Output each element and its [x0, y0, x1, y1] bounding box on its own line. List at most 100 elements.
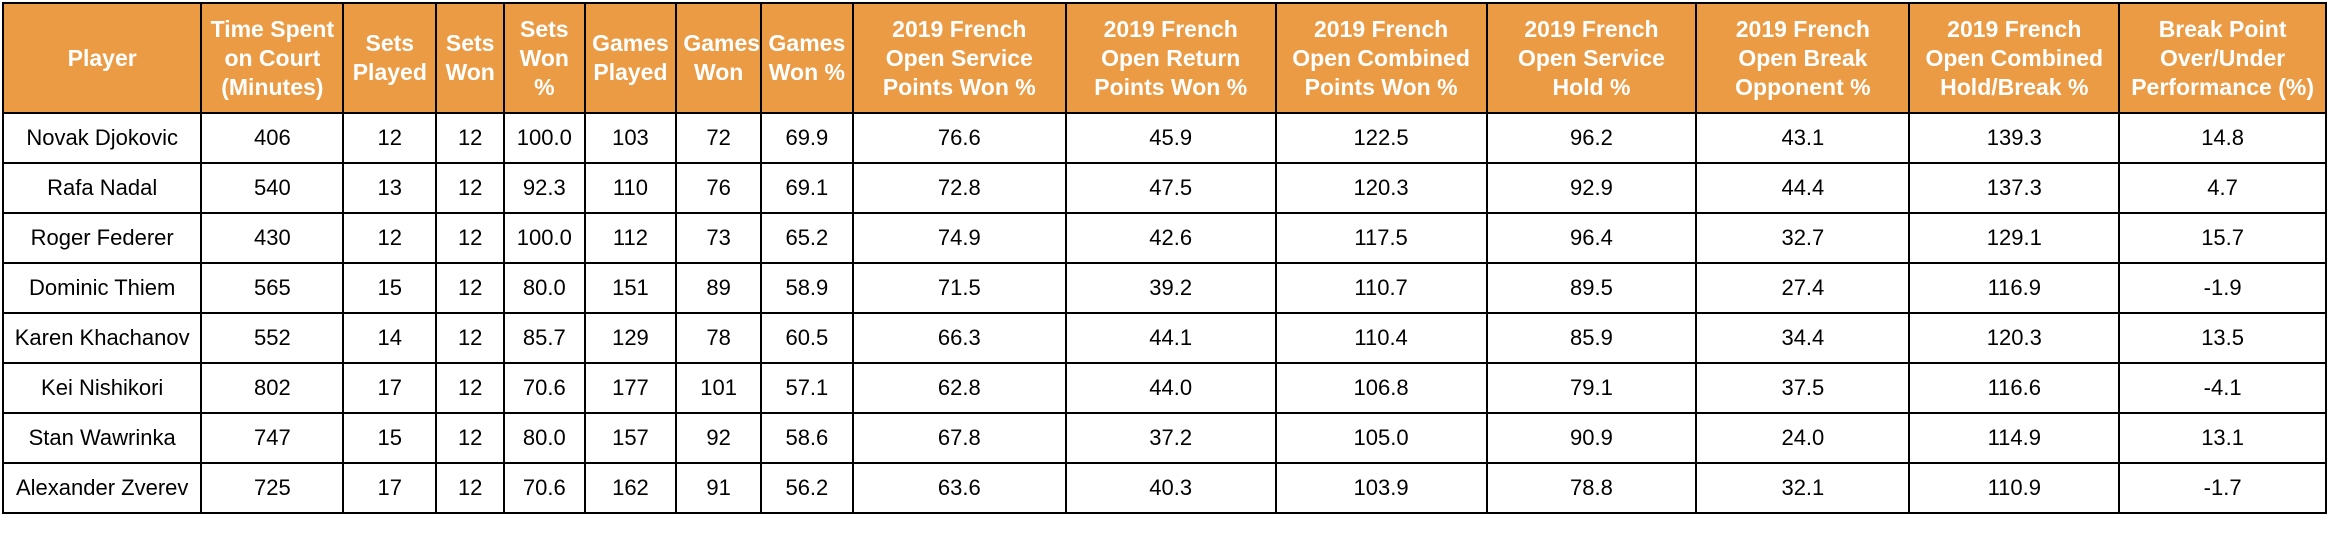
column-header: Break Point Over/Under Performance (%) — [2118, 2, 2327, 114]
stat-cell: 39.2 — [1064, 262, 1277, 314]
stat-cell: 177 — [583, 362, 678, 414]
stat-cell: 12 — [342, 112, 438, 164]
stat-cell: 120.3 — [1274, 162, 1488, 214]
stat-cell: 12 — [435, 312, 506, 364]
stat-cell: 100.0 — [503, 112, 586, 164]
stat-cell: 12 — [435, 112, 506, 164]
table-row: Dominic Thiem 565 15 12 80.0 151 89 58.9 71.5 39.… — [1, 262, 2327, 314]
stat-cell: 120.3 — [1908, 312, 2121, 364]
table-row: Stan Wawrinka 747 15 12 80.0 157 92 58.6 67.8 37.… — [1, 412, 2327, 464]
column-header: Sets Played — [342, 2, 438, 114]
stat-cell: 430 — [200, 212, 345, 264]
stat-cell: 69.9 — [759, 112, 854, 164]
stat-cell: 110.4 — [1274, 312, 1488, 364]
table-row: Novak Djokovic 406 12 12 100.0 103 72 69.9 76.6 4… — [1, 112, 2327, 164]
stat-cell: 114.9 — [1908, 412, 2121, 464]
column-header: Sets Won % — [503, 2, 586, 114]
stat-cell: -1.9 — [2118, 262, 2327, 314]
player-name-cell: Alexander Zverev — [1, 462, 203, 514]
stat-cell: 92.3 — [503, 162, 586, 214]
stat-cell: 60.5 — [759, 312, 854, 364]
stat-cell: 90.9 — [1485, 412, 1698, 464]
stat-cell: 70.6 — [503, 462, 586, 514]
stat-cell: 63.6 — [851, 462, 1067, 514]
stat-cell: 162 — [583, 462, 678, 514]
stat-cell: 13.5 — [2118, 312, 2327, 364]
stat-cell: 117.5 — [1274, 212, 1488, 264]
stat-cell: 65.2 — [759, 212, 854, 264]
stat-cell: 112 — [583, 212, 678, 264]
stat-cell: 89 — [675, 262, 762, 314]
stat-cell: 151 — [583, 262, 678, 314]
stat-cell: 24.0 — [1695, 412, 1911, 464]
stat-cell: 129 — [583, 312, 678, 364]
stat-cell: 89.5 — [1485, 262, 1698, 314]
stat-cell: 72 — [675, 112, 762, 164]
stat-cell: 91 — [675, 462, 762, 514]
stat-cell: 70.6 — [503, 362, 586, 414]
table-row: Karen Khachanov 552 14 12 85.7 129 78 60.5 66.3 4… — [1, 312, 2327, 364]
stat-cell: 27.4 — [1695, 262, 1911, 314]
stat-cell: 72.8 — [851, 162, 1067, 214]
stat-cell: 96.4 — [1485, 212, 1698, 264]
stat-cell: 40.3 — [1064, 462, 1277, 514]
stat-cell: 37.2 — [1064, 412, 1277, 464]
stat-cell: 44.1 — [1064, 312, 1277, 364]
column-header: 2019 French Open Break Opponent % — [1695, 2, 1911, 114]
stat-cell: 406 — [200, 112, 345, 164]
stat-cell: 103 — [583, 112, 678, 164]
stat-cell: 62.8 — [851, 362, 1067, 414]
stat-cell: 37.5 — [1695, 362, 1911, 414]
stat-cell: 802 — [200, 362, 345, 414]
stat-cell: 565 — [200, 262, 345, 314]
stat-cell: 14 — [342, 312, 438, 364]
player-name-cell: Kei Nishikori — [1, 362, 203, 414]
stat-cell: 725 — [200, 462, 345, 514]
header-row: Player Time Spent on Court (Minutes) Sets … — [1, 2, 2327, 114]
stat-cell: 96.2 — [1485, 112, 1698, 164]
stat-cell: 110.9 — [1908, 462, 2121, 514]
stat-cell: 157 — [583, 412, 678, 464]
column-header: Player — [1, 2, 203, 114]
stat-cell: 76 — [675, 162, 762, 214]
stat-cell: 129.1 — [1908, 212, 2121, 264]
stat-cell: -4.1 — [2118, 362, 2327, 414]
column-header: 2019 French Open Service Points Won % — [851, 2, 1067, 114]
stat-cell: 69.1 — [759, 162, 854, 214]
stats-table: Player Time Spent on Court (Minutes) Sets … — [1, 2, 2327, 514]
stat-cell: 92 — [675, 412, 762, 464]
stat-cell: 15 — [342, 262, 438, 314]
stat-cell: 17 — [342, 462, 438, 514]
stat-cell: 92.9 — [1485, 162, 1698, 214]
stat-cell: 103.9 — [1274, 462, 1488, 514]
stat-cell: 66.3 — [851, 312, 1067, 364]
stat-cell: 47.5 — [1064, 162, 1277, 214]
table-row: Rafa Nadal 540 13 12 92.3 110 76 69.1 72.8 47.5 12… — [1, 162, 2327, 214]
stat-cell: 15.7 — [2118, 212, 2327, 264]
stat-cell: 122.5 — [1274, 112, 1488, 164]
stat-cell: 552 — [200, 312, 345, 364]
stat-cell: 12 — [435, 212, 506, 264]
column-header: Games Played — [583, 2, 678, 114]
stat-cell: 12 — [342, 212, 438, 264]
stat-cell: 137.3 — [1908, 162, 2121, 214]
player-name-cell: Karen Khachanov — [1, 312, 203, 364]
column-header: Time Spent on Court (Minutes) — [200, 2, 345, 114]
stat-cell: 540 — [200, 162, 345, 214]
stat-cell: 67.8 — [851, 412, 1067, 464]
player-name-cell: Novak Djokovic — [1, 112, 203, 164]
stat-cell: 15 — [342, 412, 438, 464]
stat-cell: 12 — [435, 262, 506, 314]
table-row: Alexander Zverev 725 17 12 70.6 162 91 56.2 63.6… — [1, 462, 2327, 514]
stat-cell: 12 — [435, 462, 506, 514]
player-name-cell: Roger Federer — [1, 212, 203, 264]
stat-cell: 79.1 — [1485, 362, 1698, 414]
stat-cell: 106.8 — [1274, 362, 1488, 414]
player-name-cell: Dominic Thiem — [1, 262, 203, 314]
stat-cell: 12 — [435, 162, 506, 214]
stat-cell: 116.6 — [1908, 362, 2121, 414]
stat-cell: 76.6 — [851, 112, 1067, 164]
stat-cell: 45.9 — [1064, 112, 1277, 164]
stat-cell: 44.0 — [1064, 362, 1277, 414]
stat-cell: 85.7 — [503, 312, 586, 364]
